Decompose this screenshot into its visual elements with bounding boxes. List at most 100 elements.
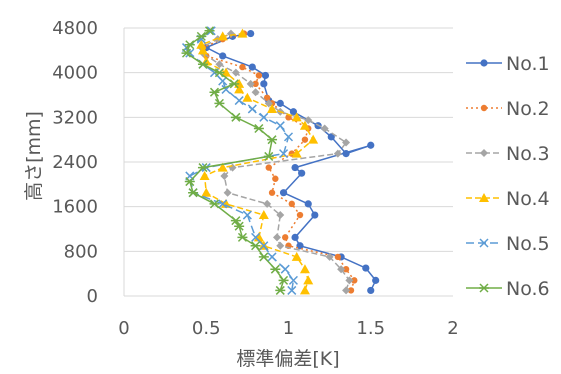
point-No.4-22 <box>196 39 207 49</box>
tick-labels: 0 800 1600 2400 3200 4000 4800 0 0.5 1 1.5 2 <box>52 18 459 339</box>
point-No.6-8 <box>209 199 220 209</box>
point-No.4-23 <box>217 31 228 41</box>
point-No.2-18 <box>255 72 263 79</box>
point-No.2-1 <box>351 277 358 284</box>
point-No.6-6 <box>234 221 245 231</box>
point-No.2-9 <box>272 175 279 182</box>
point-No.6-8-shape <box>209 199 220 209</box>
point-No.4-19 <box>220 67 231 77</box>
series-No.6 <box>181 26 289 295</box>
point-No.3-13 <box>320 124 329 133</box>
point-No.5-11-shape <box>279 149 289 159</box>
point-No.2-3 <box>334 253 342 261</box>
point-No.5-13 <box>275 121 285 131</box>
point-No.3-4-shape <box>276 241 285 250</box>
point-No.4-0-shape <box>299 285 310 295</box>
point-No.3-13-shape <box>320 124 329 133</box>
point-No.4-22-shape <box>196 39 207 49</box>
point-No.2-18-shape <box>255 72 263 79</box>
point-No.2-9-shape <box>272 175 279 182</box>
point-No.6-4-shape <box>250 241 261 251</box>
point-No.4-14 <box>291 112 302 122</box>
point-No.3-7-shape <box>263 199 272 208</box>
point-No.1-13-shape <box>327 133 335 141</box>
point-No.4-16-shape <box>242 92 253 102</box>
point-No.5-2 <box>280 264 290 274</box>
point-No.4-0 <box>299 285 310 295</box>
point-No.4-21 <box>197 45 208 55</box>
point-No.6-16-shape <box>214 98 225 108</box>
point-No.4-8-shape <box>201 187 212 197</box>
legend-marker-No.3-shape <box>480 149 488 157</box>
point-No.5-15-shape <box>247 104 257 114</box>
point-No.3-4 <box>276 241 285 250</box>
point-No.3-9-shape <box>220 171 229 180</box>
point-No.3-3 <box>325 252 334 261</box>
point-No.1-12 <box>342 150 350 158</box>
point-No.6-15-shape <box>230 112 241 122</box>
point-No.1-16 <box>276 99 284 107</box>
point-No.5-18 <box>218 76 228 86</box>
point-No.3-17-shape <box>251 88 260 97</box>
point-No.3-12 <box>342 138 351 147</box>
point-No.4-17-shape <box>234 84 245 94</box>
point-No.6-1-shape <box>278 275 289 285</box>
point-No.3-0 <box>342 286 351 295</box>
point-No.4-10-shape <box>217 162 228 172</box>
point-No.1-18 <box>260 80 268 88</box>
point-No.5-4 <box>259 241 269 251</box>
point-No.1-19 <box>261 71 270 80</box>
point-No.6-18-shape <box>229 79 240 89</box>
point-No.5-6-shape <box>242 210 252 220</box>
point-No.6-11-shape <box>197 163 208 173</box>
point-No.4-8 <box>201 187 212 197</box>
point-No.4-3-shape <box>291 251 302 261</box>
point-No.4-13 <box>299 120 310 130</box>
y-tick-label-3: 2400 <box>52 152 98 173</box>
point-No.3-2-shape <box>337 265 346 274</box>
point-No.4-17 <box>234 84 245 94</box>
point-No.2-3-shape <box>334 253 342 261</box>
point-No.1-15-shape <box>289 108 298 116</box>
point-No.2-2 <box>342 266 350 273</box>
point-No.1-9 <box>298 169 306 177</box>
point-No.1-2 <box>362 264 370 272</box>
point-No.4-6 <box>258 210 269 220</box>
point-No.2-16 <box>263 94 271 101</box>
y-tick-label-0: 0 <box>87 286 98 307</box>
point-No.4-16 <box>242 92 253 102</box>
legend-marker-No.6-shape <box>479 283 489 293</box>
point-No.6-5-shape <box>237 232 248 242</box>
point-No.5-2-shape <box>280 264 290 274</box>
point-No.4-14-shape <box>291 112 302 122</box>
point-No.6-4 <box>250 241 261 251</box>
y-tick-label-5: 4000 <box>52 63 98 84</box>
point-No.6-24 <box>204 26 215 36</box>
legend-label-No.2: No.2 <box>506 98 550 120</box>
point-No.1-10-shape <box>291 163 299 172</box>
legend-item-No.4: No.4 <box>466 188 550 210</box>
point-No.1-11-shape <box>367 141 375 149</box>
point-No.3-20 <box>215 60 224 69</box>
point-No.1-15 <box>289 108 298 116</box>
point-No.5-14-shape <box>259 112 269 122</box>
point-No.6-22 <box>184 40 195 50</box>
point-No.3-11 <box>333 149 342 158</box>
point-No.6-12-shape <box>263 151 274 161</box>
point-No.1-18-shape <box>260 80 268 88</box>
point-No.4-21-shape <box>197 45 208 55</box>
point-No.1-7-shape <box>304 200 312 208</box>
point-No.6-0-shape <box>275 285 286 295</box>
point-No.1-20 <box>248 63 256 71</box>
legend-marker-No.3 <box>480 149 488 157</box>
point-No.2-8 <box>268 189 276 196</box>
point-No.4-9-shape <box>199 170 210 180</box>
point-No.5-5 <box>251 232 261 242</box>
point-No.6-23 <box>196 31 207 41</box>
point-No.4-6-shape <box>258 210 269 220</box>
legend-item-No.1: No.1 <box>466 53 550 75</box>
point-No.5-12-shape <box>283 132 294 142</box>
x-tick-label-1: 0.5 <box>192 318 221 339</box>
point-No.6-21-shape <box>181 48 192 58</box>
